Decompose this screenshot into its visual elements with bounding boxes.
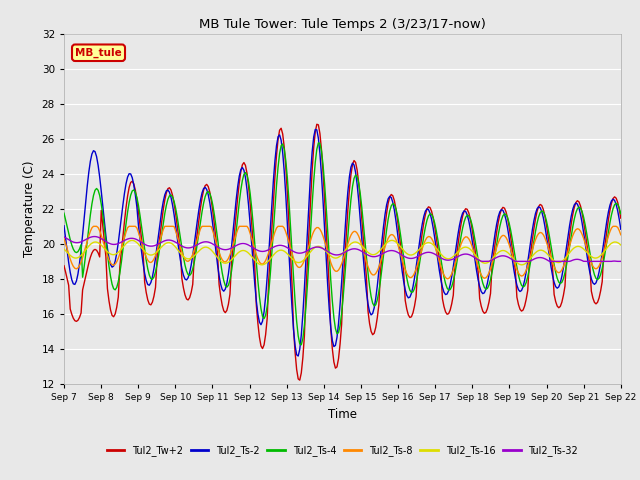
X-axis label: Time: Time: [328, 408, 357, 420]
Legend: Tul2_Tw+2, Tul2_Ts-2, Tul2_Ts-4, Tul2_Ts-8, Tul2_Ts-16, Tul2_Ts-32: Tul2_Tw+2, Tul2_Ts-2, Tul2_Ts-4, Tul2_Ts…: [103, 442, 582, 460]
Title: MB Tule Tower: Tule Temps 2 (3/23/17-now): MB Tule Tower: Tule Temps 2 (3/23/17-now…: [199, 18, 486, 31]
Y-axis label: Temperature (C): Temperature (C): [23, 160, 36, 257]
Text: MB_tule: MB_tule: [75, 48, 122, 58]
